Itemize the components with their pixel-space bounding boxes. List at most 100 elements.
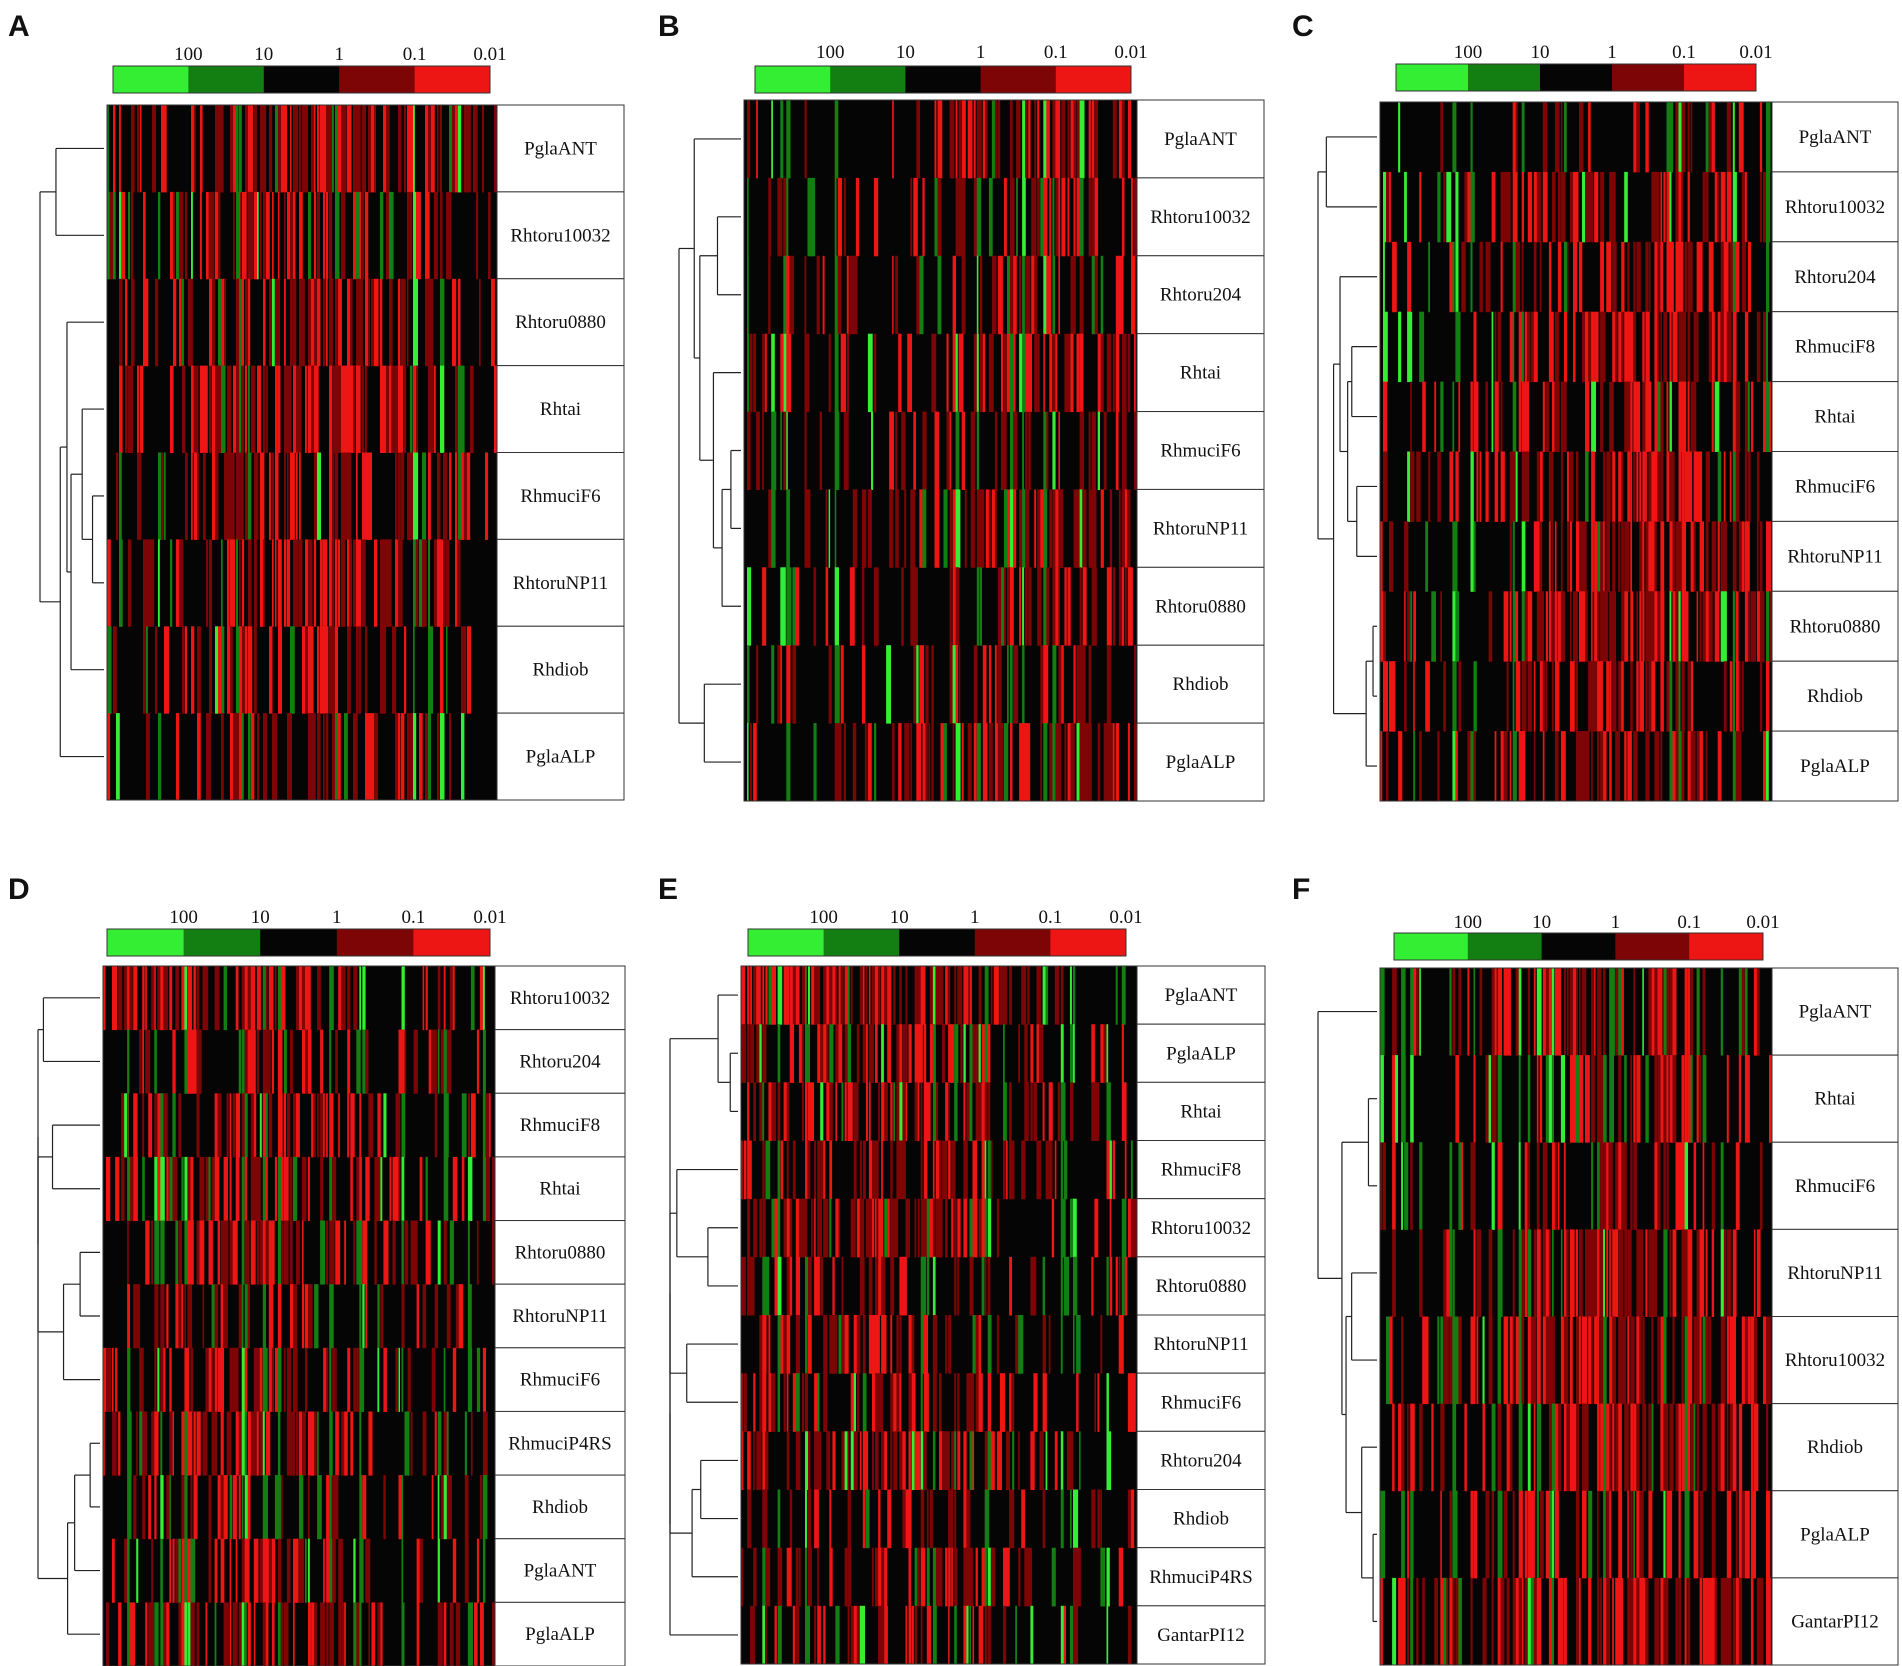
heatmap-cell [1597,661,1602,732]
heatmap-cell [1127,489,1131,568]
heatmap-cell [1533,171,1537,243]
heatmap-cell [374,278,379,367]
heatmap-cell [1094,177,1099,257]
heatmap-cell [762,1431,766,1490]
heatmap-cell [178,1093,182,1158]
heatmap-cell [241,1475,244,1540]
heatmap-cell [320,539,323,627]
heatmap-cell [127,1284,130,1349]
row-label-box [1771,590,1899,662]
heatmap-cell [1588,171,1593,243]
heatmap-cell [878,1198,883,1258]
heatmap-cell [235,1156,240,1221]
heatmap-cell [272,452,275,540]
heatmap-cell [987,1431,993,1490]
heatmap-cell [1705,102,1709,173]
heatmap-cell [326,626,329,714]
heatmap-cell [1684,1577,1687,1666]
heatmap-cell [341,539,346,627]
heatmap-cell [1022,333,1026,413]
heatmap-cell [314,1411,317,1476]
heatmap-cell [1594,311,1599,383]
heatmap-cell [805,1373,809,1432]
heatmap-cell [305,1538,307,1603]
heatmap-cell [747,1024,750,1083]
heatmap-cell [1533,731,1536,802]
heatmap-cell [413,191,418,280]
row-label-box [1136,1140,1266,1200]
heatmap-cell [239,278,243,367]
heatmap-cell [973,177,978,257]
heatmap-cell [1759,661,1763,732]
heatmap-cell [208,1538,212,1603]
heatmap-cell [1663,1490,1666,1579]
heatmap-cell [972,1431,975,1490]
heatmap-cell [979,333,984,413]
heatmap-cell [1494,311,1497,383]
heatmap-cell [482,1093,486,1158]
heatmap-cell [1642,311,1645,383]
heatmap-cell [1717,171,1720,243]
heatmap-cell [277,1538,282,1603]
heatmap-cell [1407,591,1411,662]
heatmap-cell [741,1373,743,1432]
heatmap-cell [789,1198,793,1258]
heatmap-cell [1079,723,1084,802]
heatmap-cell [1615,968,1620,1056]
heatmap-cell [145,1602,148,1666]
heatmap-cell [1037,489,1043,568]
heatmap-cell [401,713,405,801]
heatmap-cell [185,452,188,540]
heatmap-cell [1515,591,1519,662]
heatmap-cell [1557,1142,1560,1230]
heatmap-cell [1548,451,1554,522]
heatmap-cell [798,1198,803,1258]
heatmap-cell [277,1475,282,1540]
heatmap-cell [1723,1577,1728,1666]
row-labels: Rhtoru10032Rhtoru204RhmuciF8RhtaiRhtoru0… [494,965,626,1666]
heatmap-cell [973,723,977,802]
heatmap-cell [247,1284,250,1349]
heatmap-cell [250,1093,255,1158]
heatmap-cell [419,539,424,627]
heatmap-cell [1545,968,1551,1056]
heatmap-cell [820,1256,824,1316]
heatmap-cell [1711,381,1714,452]
heatmap-cell [1082,723,1088,802]
heatmap-cell [1600,731,1605,802]
heatmap-cell [1603,521,1605,592]
heatmap-cell [176,191,181,280]
heatmap-cell [175,1220,179,1285]
heatmap-cell [217,1475,222,1540]
heatmap-cell [362,539,366,627]
heatmap-cell [491,278,495,367]
heatmap-cell [1518,311,1523,383]
heatmap-cell [259,1093,262,1158]
color-key-tick: 1 [332,907,342,928]
heatmap-cell [805,1024,810,1083]
heatmap-cell [1669,731,1675,802]
heatmap-cell [368,1093,374,1158]
heatmap-cell [271,1029,274,1094]
heatmap-cell [1573,311,1576,383]
heatmap-cell [1687,661,1691,732]
heatmap-cell [1615,731,1619,802]
heatmap-cell [1693,521,1696,592]
heatmap-cell [145,1411,147,1476]
heatmap-cell [221,626,225,714]
heatmap-cell [1648,241,1651,313]
heatmap-cell [1563,311,1567,383]
heatmap-cell [443,1093,449,1158]
heatmap-cell [783,255,789,335]
heatmap-cell [154,1347,157,1412]
heatmap-cell [1591,1142,1594,1230]
heatmap-cell [1452,1403,1457,1492]
row-label-box [1771,1490,1899,1579]
heatmap-cell [780,567,784,646]
heatmap-cell [290,191,295,280]
heatmap-cell [1473,1055,1476,1143]
color-key-tick: 0.01 [473,907,506,928]
heatmap-cell [1687,1316,1693,1405]
heatmap-cell [805,1431,808,1490]
heatmap-cell [350,105,352,193]
